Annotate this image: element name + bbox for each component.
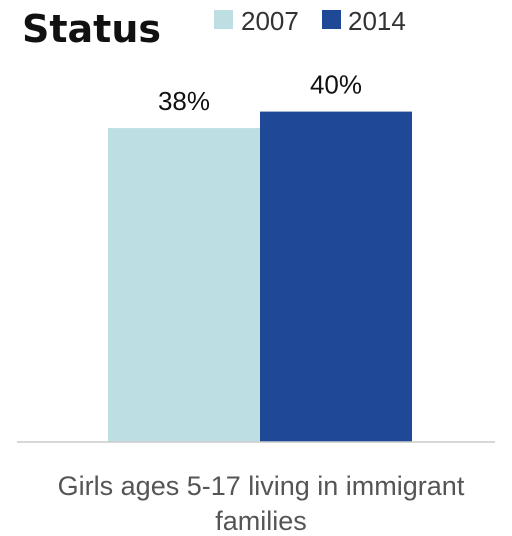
value-label-2014: 40% — [310, 70, 362, 100]
category-label-line-1: Girls ages 5-17 living in immigrant — [58, 471, 465, 501]
legend: 2007 2014 — [214, 6, 406, 36]
legend-label-2007: 2007 — [241, 6, 299, 36]
bar-2007 — [108, 128, 260, 442]
value-label-2007: 38% — [158, 86, 210, 116]
legend-label-2014: 2014 — [348, 6, 406, 36]
category-label-line-2: families — [215, 506, 307, 536]
bars: 38% 40% — [108, 70, 412, 442]
bar-2014 — [260, 111, 412, 442]
legend-swatch-2007 — [214, 10, 233, 29]
chart-title: Status — [22, 7, 161, 51]
legend-swatch-2014 — [322, 10, 341, 29]
category-label: Girls ages 5-17 living in immigrant fami… — [58, 471, 465, 536]
